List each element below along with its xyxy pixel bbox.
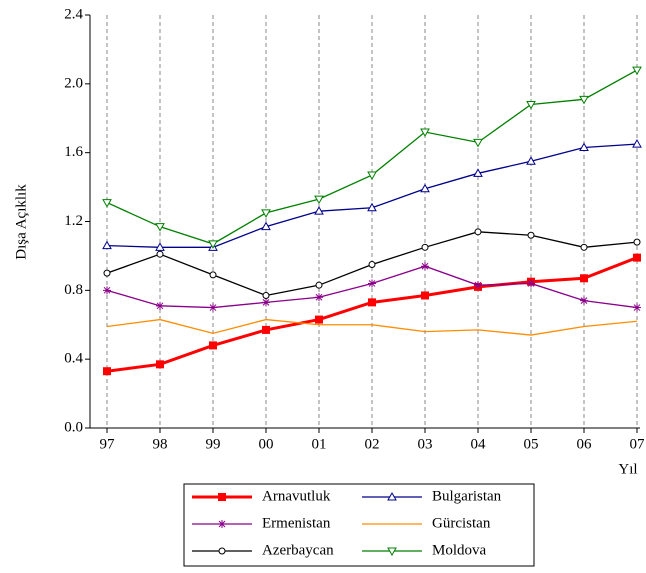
point [473,138,483,148]
point [209,303,217,312]
point [633,303,641,312]
y-tick-label: 0.0 [64,419,83,435]
point [632,139,642,148]
point [103,286,111,295]
point [315,315,323,324]
point [315,293,323,302]
y-tick-label: 0.4 [64,351,83,367]
point [420,128,430,138]
legend-label: Azerbaycan [262,542,334,558]
point [368,298,376,307]
point [474,228,482,236]
point [314,206,324,215]
point [209,271,217,279]
point [103,367,111,376]
point [156,250,164,258]
point [155,242,165,251]
x-tick-label: 01 [312,436,327,452]
y-tick-label: 0.8 [64,282,83,298]
point [262,325,270,334]
legend-label: Gürcistan [432,515,491,531]
point [261,221,271,231]
legend-label: Bulgaristan [432,488,502,504]
point [526,100,536,110]
point [580,296,588,305]
x-tick-label: 99 [206,436,221,452]
point [421,291,429,300]
point [262,298,270,307]
point [421,262,429,271]
point [367,202,377,212]
point [314,195,324,205]
x-tick-label: 04 [471,436,487,452]
x-tick-label: 98 [153,436,168,452]
point [102,240,112,250]
point [420,183,430,193]
legend-marker [218,547,226,555]
y-tick-label: 1.6 [64,144,83,160]
y-tick-label: 1.2 [64,213,83,229]
x-tick-label: 06 [577,436,593,452]
point [474,281,482,290]
point [632,66,642,76]
point [315,281,323,289]
point [103,269,111,277]
legend-label: Moldova [432,542,487,558]
legend-marker [387,547,397,557]
legend-label: Arnavutluk [262,488,331,504]
legend-marker [387,491,397,501]
point [421,243,429,251]
legend-marker [218,493,226,501]
y-axis-label: Dışa Açıklık [13,184,29,260]
point [209,341,217,350]
point [368,261,376,269]
x-tick-label: 97 [100,436,116,452]
point [262,291,270,299]
point [580,274,588,283]
point [579,95,589,105]
x-tick-label: 05 [524,436,539,452]
point [579,142,589,152]
point [156,301,164,310]
x-tick-label: 02 [365,436,380,452]
point [527,279,535,288]
x-tick-label: 00 [259,436,274,452]
y-tick-label: 2.4 [64,6,83,22]
legend-marker [218,520,226,528]
point [208,240,218,249]
x-tick-label: 03 [418,436,433,452]
point [155,223,165,232]
x-axis-label: Yıl [618,461,637,477]
series-line [106,143,638,248]
point [473,168,483,177]
point [526,156,536,165]
point [633,253,641,262]
point [527,231,535,239]
series-line [106,318,638,336]
point [368,279,376,288]
x-tick-label: 07 [630,436,646,452]
point [633,238,641,246]
point [102,199,112,208]
point [367,171,377,181]
point [156,360,164,369]
legend-label: Ermenistan [262,515,331,531]
point [580,243,588,251]
point [261,209,271,218]
y-tick-label: 2.0 [64,75,83,91]
